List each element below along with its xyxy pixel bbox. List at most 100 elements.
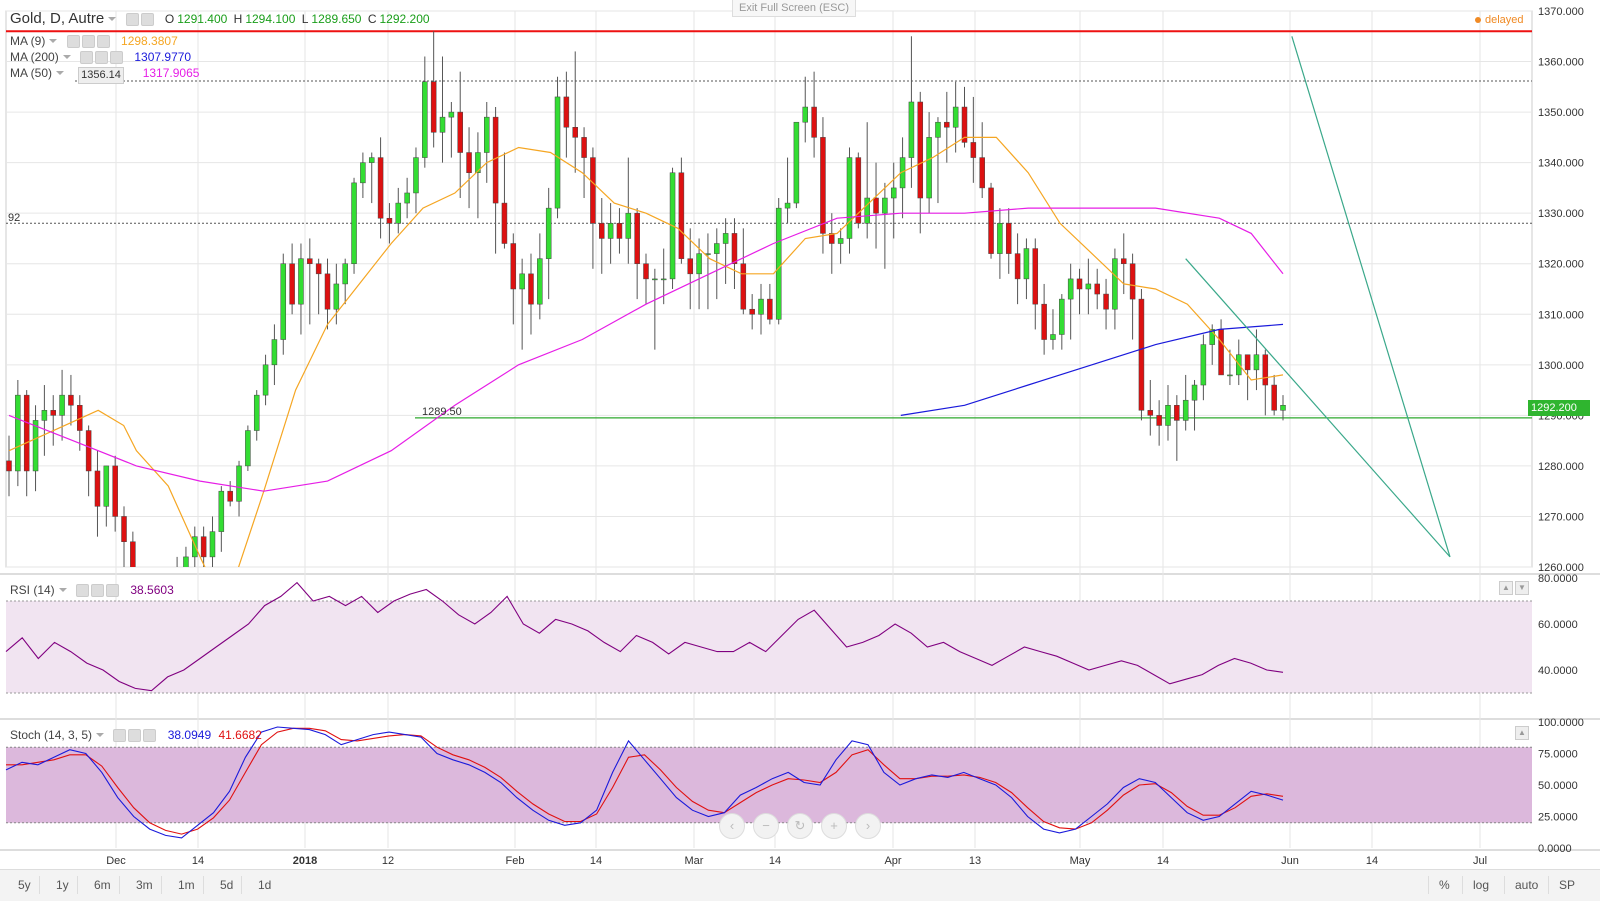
x-tick-label: Apr [884, 855, 901, 867]
candle-body [1227, 374, 1233, 377]
low-value: 1289.650 [311, 12, 362, 26]
eye-icon[interactable] [76, 584, 90, 598]
scroll-left-button[interactable]: ‹ [719, 813, 745, 839]
rsi-y-tick: 60.0000 [1538, 619, 1578, 631]
ma50-legend[interactable]: MA (50) 1317.9065 [10, 65, 199, 81]
zoom-out-button[interactable]: − [753, 813, 779, 839]
gear-icon[interactable] [140, 13, 154, 27]
close-icon[interactable] [106, 584, 120, 598]
rsi-value: 38.5603 [130, 583, 174, 597]
range-5d-button[interactable]: 5d [212, 876, 243, 894]
chevron-down-icon[interactable] [58, 587, 67, 592]
candle-body [422, 81, 428, 158]
candle-body [6, 460, 12, 472]
candle-body [333, 283, 340, 310]
range-6m-button[interactable]: 6m [86, 876, 120, 894]
candle-body [935, 121, 941, 138]
auto-scale-button[interactable]: auto [1504, 876, 1548, 894]
candle-body [793, 121, 800, 204]
stoch-name[interactable]: Stoch (14, 3, 5) [10, 728, 93, 742]
range-1m-button[interactable]: 1m [170, 876, 204, 894]
stoch-legend[interactable]: Stoch (14, 3, 5) 38.0949 41.6682 [10, 727, 262, 743]
ma9-legend[interactable]: MA (9) 1298.3807 [10, 33, 178, 49]
reset-button[interactable]: ↻ [787, 813, 813, 839]
chevron-down-icon[interactable] [108, 16, 117, 21]
candle-body [1014, 253, 1021, 280]
ma50-name[interactable]: MA (50) [10, 66, 53, 80]
candle-body [775, 207, 782, 320]
candle-body [1129, 263, 1136, 300]
candle-body [1262, 354, 1269, 386]
range-5y-button[interactable]: 5y [10, 876, 40, 894]
candle-body [1191, 384, 1198, 401]
log-scale-button[interactable]: log [1462, 876, 1499, 894]
gear-icon[interactable] [95, 51, 109, 65]
candle-body [864, 197, 870, 224]
percent-scale-button[interactable]: % [1428, 876, 1460, 894]
trend-line-upper [1291, 36, 1451, 558]
eye-icon[interactable] [113, 729, 127, 743]
rsi-legend[interactable]: RSI (14) 38.5603 [10, 582, 174, 598]
close-icon[interactable] [143, 729, 157, 743]
ma200-name[interactable]: MA (200) [10, 50, 59, 64]
stoch-y-tick: 25.0000 [1538, 812, 1578, 824]
candle-body [298, 258, 304, 305]
ma9-name[interactable]: MA (9) [10, 34, 46, 48]
rsi-name[interactable]: RSI (14) [10, 583, 55, 597]
candle-body [41, 410, 48, 421]
candle-body [1112, 258, 1118, 310]
candle-body [1094, 283, 1100, 295]
candle-body [1059, 298, 1065, 335]
zoom-in-button[interactable]: + [821, 813, 847, 839]
y-tick-label: 1340.000 [1538, 158, 1584, 170]
range-1y-button[interactable]: 1y [48, 876, 78, 894]
candle-body [1165, 405, 1171, 426]
candle-body [1156, 415, 1162, 426]
high-value: 1294.100 [245, 12, 296, 26]
candle-body [59, 394, 65, 416]
x-tick-label: May [1070, 855, 1091, 867]
pane-up-icon[interactable]: ▲ [1515, 726, 1529, 740]
candle-body [342, 263, 348, 285]
candle-body [395, 202, 402, 224]
scroll-right-button[interactable]: › [855, 813, 881, 839]
symbol-title[interactable]: Gold, D, Autre [10, 10, 105, 27]
chevron-down-icon[interactable] [62, 54, 71, 59]
chevron-down-icon[interactable] [56, 70, 65, 75]
close-icon[interactable] [96, 35, 110, 49]
gear-icon[interactable] [91, 584, 105, 598]
bottom-toolbar: 5y 1y 6m 3m 1m 5d 1d % log auto SP [0, 869, 1600, 901]
trend-line-lower [1185, 258, 1451, 558]
candle-body [908, 101, 915, 158]
sp-button[interactable]: SP [1548, 876, 1585, 894]
gear-icon[interactable] [81, 35, 95, 49]
pane-up-icon[interactable]: ▲ [1499, 581, 1513, 595]
close-icon[interactable] [110, 51, 124, 65]
settings-icon[interactable] [125, 13, 139, 27]
candle-body [218, 490, 225, 532]
exit-fullscreen-button[interactable]: Exit Full Screen (ESC) [732, 0, 857, 17]
range-1d-button[interactable]: 1d [258, 878, 272, 892]
gear-icon[interactable] [128, 729, 142, 743]
ma200-value: 1307.9770 [134, 50, 192, 64]
candle-body [1253, 354, 1260, 371]
eye-icon[interactable] [66, 35, 80, 49]
candle-body [705, 253, 711, 255]
x-tick-label: 14 [1157, 855, 1169, 867]
eye-icon[interactable] [80, 51, 94, 65]
candle-body [368, 157, 375, 163]
chevron-down-icon[interactable] [96, 732, 105, 737]
range-3m-button[interactable]: 3m [128, 876, 162, 894]
candle-body [1067, 278, 1074, 300]
candle-body [634, 212, 640, 264]
candle-body [997, 223, 1003, 254]
candle-body [616, 223, 623, 239]
close-label: C [367, 12, 377, 26]
candle-body [545, 207, 552, 259]
ma200-legend[interactable]: MA (200) 1307.9770 [10, 49, 191, 65]
chevron-down-icon[interactable] [49, 38, 58, 43]
stoch-k-value: 38.0949 [167, 728, 212, 742]
chart-canvas[interactable]: Dec 14 2018 12 Feb 14 Mar 14 Apr 13 May 14 Jun 14 Jul 1… [0, 0, 1600, 870]
pane-down-icon[interactable]: ▼ [1515, 581, 1529, 595]
candle-body [1032, 248, 1039, 305]
